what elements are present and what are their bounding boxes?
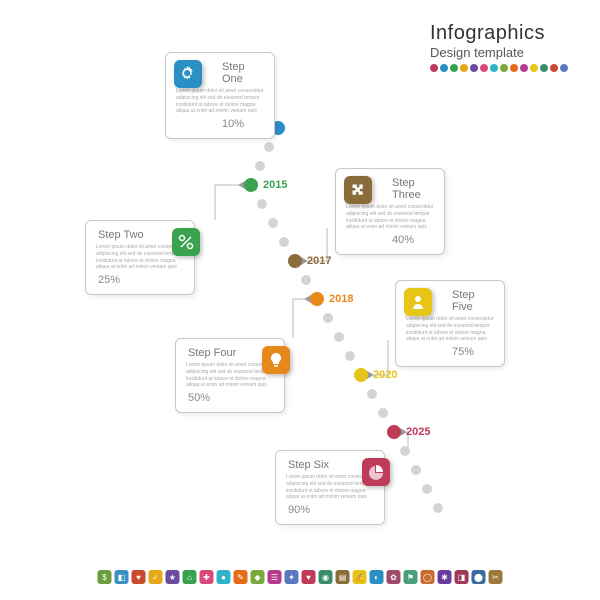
timeline-path-dot <box>400 446 410 456</box>
step-title: Step Two <box>96 229 184 241</box>
step-percent: 75% <box>406 346 494 358</box>
timeline-path-dot <box>301 275 311 285</box>
puzzle-icon <box>344 176 372 204</box>
step-percent: 50% <box>186 392 274 404</box>
step-body: Lorem ipsum dolor sit amet consectetur a… <box>286 474 374 500</box>
year-label: 2025 <box>406 426 430 438</box>
palette-dot <box>430 64 438 72</box>
header-subtitle: Design template <box>430 45 568 60</box>
step-body: Lorem ipsum dolor sit amet consectetur a… <box>186 362 274 388</box>
footer-mini-icon: ★ <box>166 570 180 584</box>
footer-mini-icon: $ <box>98 570 112 584</box>
header-color-dots <box>430 64 568 72</box>
footer-mini-icon: ☰ <box>268 570 282 584</box>
palette-dot <box>560 64 568 72</box>
footer-mini-icon: ▤ <box>336 570 350 584</box>
footer-icon-row: $◧♥✓★⌂✚●✎◆☰✦♥◉▤✍◐✿⚑◯✱◨⬤✂ <box>98 570 503 584</box>
timeline-year-dot <box>244 178 258 192</box>
timeline-path-dot <box>433 503 443 513</box>
timeline-path-dot <box>334 332 344 342</box>
footer-mini-icon: ◯ <box>421 570 435 584</box>
footer-mini-icon: ◐ <box>370 570 384 584</box>
footer-mini-icon: ◧ <box>115 570 129 584</box>
footer-mini-icon: ♥ <box>302 570 316 584</box>
infographic-canvas: Infographics Design template 20102015201… <box>0 0 600 600</box>
timeline-path-dot <box>268 218 278 228</box>
pie-icon <box>362 458 390 486</box>
footer-mini-icon: ♥ <box>132 570 146 584</box>
timeline-path-dot <box>279 237 289 247</box>
gear-icon <box>174 60 202 88</box>
step-title: Step Four <box>186 347 274 359</box>
step-body: Lorem ipsum dolor sit amet consectetur a… <box>96 244 184 270</box>
palette-dot <box>540 64 548 72</box>
timeline-path-dot <box>264 142 274 152</box>
timeline-year-dot <box>288 254 302 268</box>
step-body: Lorem ipsum dolor sit amet consectetur a… <box>346 204 434 230</box>
step-body: Lorem ipsum dolor sit amet consectetur a… <box>406 316 494 342</box>
footer-mini-icon: ● <box>217 570 231 584</box>
palette-dot <box>520 64 528 72</box>
person-icon <box>404 288 432 316</box>
step-percent: 40% <box>346 234 434 246</box>
footer-mini-icon: ✓ <box>149 570 163 584</box>
timeline-path-dot <box>323 313 333 323</box>
footer-mini-icon: ◆ <box>251 570 265 584</box>
palette-dot <box>530 64 538 72</box>
footer-mini-icon: ✎ <box>234 570 248 584</box>
year-label: 2017 <box>307 255 331 267</box>
palette-dot <box>510 64 518 72</box>
timeline-path-dot <box>411 465 421 475</box>
footer-mini-icon: ✱ <box>438 570 452 584</box>
timeline-year-dot <box>354 368 368 382</box>
timeline-path-dot <box>378 408 388 418</box>
timeline-year-dot <box>387 425 401 439</box>
timeline-path-dot <box>367 389 377 399</box>
timeline-path-dot <box>257 199 267 209</box>
year-label: 2020 <box>373 369 397 381</box>
timeline-path-dot <box>255 161 265 171</box>
step-title: Step Six <box>286 459 374 471</box>
header-title: Infographics <box>430 22 568 45</box>
timeline-path-dot <box>422 484 432 494</box>
palette-dot <box>480 64 488 72</box>
palette-dot <box>500 64 508 72</box>
palette-dot <box>450 64 458 72</box>
footer-mini-icon: ⚑ <box>404 570 418 584</box>
footer-mini-icon: ⌂ <box>183 570 197 584</box>
footer-mini-icon: ✦ <box>285 570 299 584</box>
header: Infographics Design template <box>430 22 568 72</box>
footer-mini-icon: ◉ <box>319 570 333 584</box>
timeline-path-dot <box>345 351 355 361</box>
palette-dot <box>440 64 448 72</box>
footer-mini-icon: ✚ <box>200 570 214 584</box>
step-body: Lorem ipsum dolor sit amet consectetur a… <box>176 88 264 114</box>
palette-dot <box>460 64 468 72</box>
palette-dot <box>550 64 558 72</box>
footer-mini-icon: ⬤ <box>472 570 486 584</box>
palette-dot <box>470 64 478 72</box>
step-percent: 25% <box>96 274 184 286</box>
bulb-icon <box>262 346 290 374</box>
timeline-year-dot <box>310 292 324 306</box>
step-percent: 90% <box>286 504 374 516</box>
percent-icon <box>172 228 200 256</box>
footer-mini-icon: ✂ <box>489 570 503 584</box>
palette-dot <box>490 64 498 72</box>
year-label: 2018 <box>329 293 353 305</box>
footer-mini-icon: ✍ <box>353 570 367 584</box>
step-percent: 10% <box>176 118 264 130</box>
footer-mini-icon: ◨ <box>455 570 469 584</box>
year-label: 2015 <box>263 179 287 191</box>
footer-mini-icon: ✿ <box>387 570 401 584</box>
